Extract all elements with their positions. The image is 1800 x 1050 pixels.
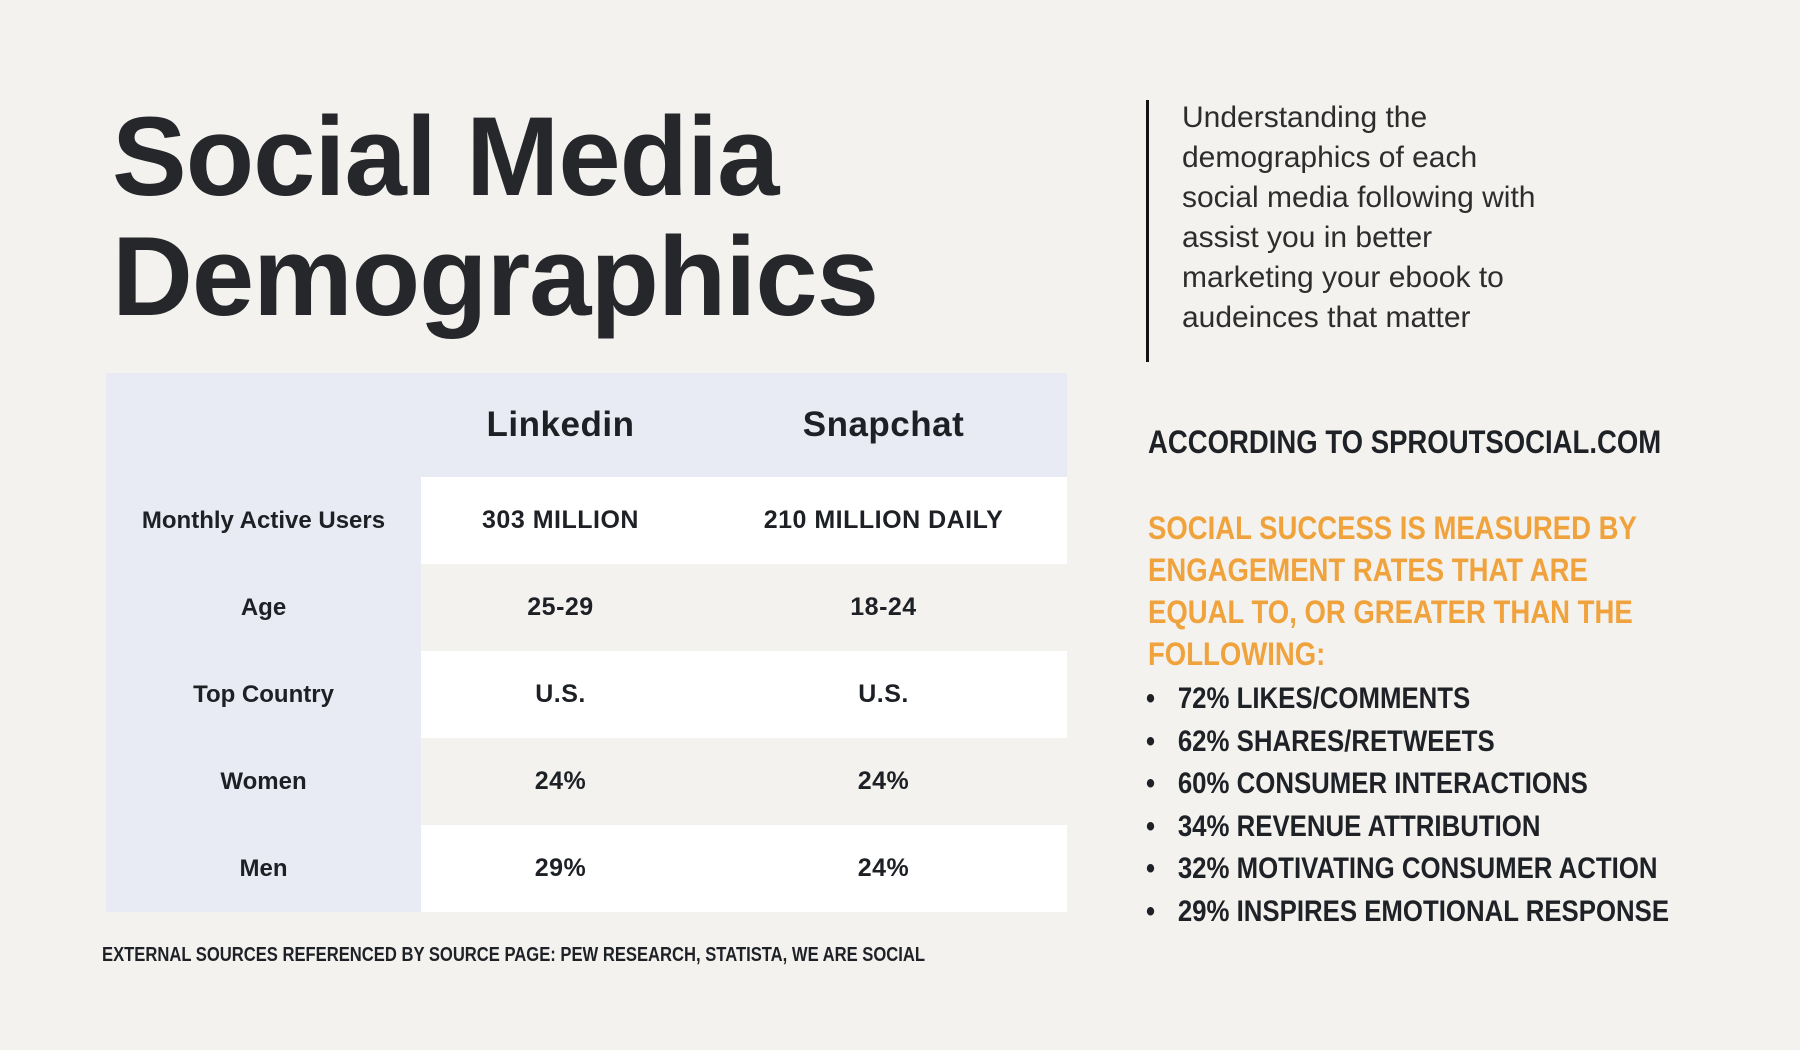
stat-text: 34% REVENUE ATTRIBUTION: [1177, 809, 1541, 843]
bullet-icon: •: [1146, 767, 1156, 800]
engagement-heading: SOCIAL SUCCESS IS MEASURED BY ENGAGEMENT…: [1148, 510, 1637, 672]
snapchat-value: U.S.: [700, 651, 1067, 738]
stat-item: • 72% LIKES/COMMENTS: [1146, 678, 1669, 721]
stat-text: 32% MOTIVATING CONSUMER ACTION: [1177, 852, 1658, 885]
table-row: Women 24% 24%: [106, 738, 1067, 825]
row-label: Age: [106, 564, 421, 651]
table-row: Age 25-29 18-24: [106, 564, 1067, 651]
linkedin-value: U.S.: [421, 651, 700, 738]
demographics-table: Linkedin Snapchat Monthly Active Users 3…: [106, 373, 1067, 912]
bullet-icon: •: [1146, 809, 1156, 843]
bullet-icon: •: [1146, 682, 1156, 715]
engagement-stat-list: • 72% LIKES/COMMENTS • 62% SHARES/RETWEE…: [1146, 678, 1754, 933]
bullet-icon: •: [1146, 852, 1156, 885]
linkedin-value: 303 MILLION: [421, 477, 700, 564]
bullet-icon: •: [1146, 724, 1156, 758]
linkedin-value: 25-29: [527, 593, 594, 621]
snapchat-value: 24%: [857, 767, 910, 795]
table-row: Men 29% 24%: [106, 825, 1067, 912]
linkedin-value: 29%: [421, 825, 700, 912]
stat-item: • 34% REVENUE ATTRIBUTION: [1146, 806, 1669, 849]
table-row: Top Country U.S. U.S.: [106, 651, 1067, 738]
column-header-snapchat: Snapchat: [802, 405, 965, 444]
table-row: Monthly Active Users 303 MILLION 210 MIL…: [106, 477, 1067, 564]
column-header-linkedin: Linkedin: [486, 405, 635, 444]
according-heading: ACCORDING TO SPROUTSOCIAL.COM: [1148, 424, 1662, 460]
linkedin-value: 24%: [534, 767, 587, 795]
snapchat-value: 18-24: [850, 593, 917, 621]
stat-item: • 62% SHARES/RETWEETS: [1146, 721, 1669, 764]
row-label: Men: [106, 825, 421, 912]
external-sources-note: EXTERNAL SOURCES REFERENCED BY SOURCE PA…: [102, 944, 926, 966]
stat-item: • 60% CONSUMER INTERACTIONS: [1146, 763, 1669, 806]
snapchat-value: 24%: [700, 825, 1067, 912]
stat-text: 72% LIKES/COMMENTS: [1177, 682, 1471, 715]
intro-vertical-rule: [1146, 100, 1149, 362]
stat-item: • 29% INSPIRES EMOTIONAL RESPONSE: [1146, 891, 1669, 934]
stat-text: 60% CONSUMER INTERACTIONS: [1177, 767, 1588, 800]
snapchat-value: 210 MILLION DAILY: [700, 477, 1067, 564]
row-label: Monthly Active Users: [106, 477, 421, 564]
stat-text: 62% SHARES/RETWEETS: [1177, 724, 1495, 758]
bullet-icon: •: [1146, 894, 1156, 928]
stat-item: • 32% MOTIVATING CONSUMER ACTION: [1146, 848, 1669, 891]
intro-paragraph: Understanding the demographics of each s…: [1182, 101, 1536, 334]
row-label: Women: [106, 738, 421, 825]
stat-text: 29% INSPIRES EMOTIONAL RESPONSE: [1177, 894, 1670, 928]
column-header-blank: [106, 373, 421, 477]
page-title: Social Media Demographics: [112, 94, 879, 339]
table-header-row: Linkedin Snapchat: [106, 373, 1067, 477]
row-label: Top Country: [106, 651, 421, 738]
